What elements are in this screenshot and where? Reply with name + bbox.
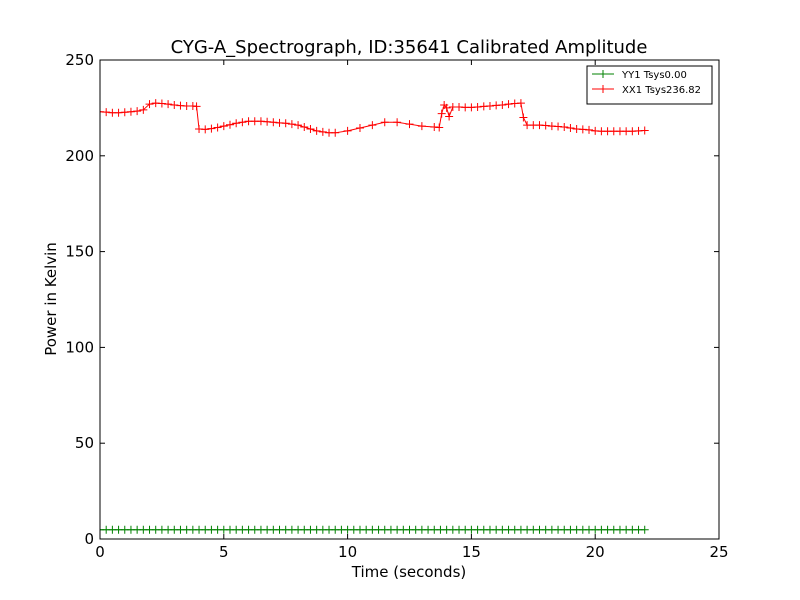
data-point — [355, 124, 364, 133]
data-point — [435, 123, 444, 132]
data-point — [405, 120, 414, 129]
chart-title: CYG-A_Spectrograph, ID:35641 Calibrated … — [171, 37, 648, 58]
legend-entry: XX1 Tsys236.82 — [592, 85, 701, 96]
data-point — [164, 100, 173, 109]
axes-frame — [99, 59, 720, 540]
y-tick-label: 0 — [84, 530, 94, 548]
data-point — [133, 107, 142, 116]
data-point — [578, 125, 587, 134]
x-tick-label: 25 — [709, 543, 728, 561]
data-point — [238, 118, 247, 127]
series-1 — [100, 525, 649, 534]
data-point — [306, 124, 315, 133]
legend-box — [586, 65, 713, 105]
data-point — [485, 101, 494, 110]
y-tick-label: 50 — [75, 434, 94, 452]
data-point — [566, 124, 575, 133]
data-point — [343, 126, 352, 135]
y-tick-label: 100 — [65, 338, 94, 356]
data-point — [437, 109, 446, 118]
legend-label: YY1 Tsys0.00 — [621, 70, 687, 81]
data-point — [287, 120, 296, 129]
x-axis-label: Time (seconds) — [351, 563, 467, 581]
x-tick-label: 0 — [95, 543, 105, 561]
y-tick-label: 250 — [65, 51, 94, 69]
data-point — [120, 108, 129, 117]
data-point — [585, 125, 594, 134]
x-tick-label: 20 — [586, 543, 605, 561]
series-group — [100, 99, 649, 534]
data-point — [281, 119, 290, 128]
data-point — [380, 118, 389, 127]
data-point — [102, 108, 111, 117]
y-axis-label: Power in Kelvin — [42, 242, 60, 356]
data-point — [560, 123, 569, 132]
data-point — [207, 124, 216, 133]
data-point — [331, 128, 340, 137]
x-tick-label: 5 — [219, 543, 229, 561]
y-tick-label: 150 — [65, 243, 94, 261]
data-point — [263, 117, 272, 126]
data-point — [516, 99, 525, 108]
y-tick-label: 200 — [65, 147, 94, 165]
x-tick-label: 15 — [462, 543, 481, 561]
data-point — [145, 100, 154, 109]
data-point — [442, 103, 451, 112]
data-point — [519, 113, 528, 122]
legend-marker — [599, 70, 607, 78]
data-point — [445, 112, 454, 121]
data-point — [294, 121, 303, 130]
data-point — [473, 102, 482, 111]
data-point — [300, 123, 309, 132]
data-point — [318, 127, 327, 136]
data-point — [219, 122, 228, 131]
data-point — [504, 100, 513, 109]
data-point — [368, 121, 377, 130]
data-point — [201, 125, 210, 134]
data-point — [139, 105, 148, 114]
legend-entry: YY1 Tsys0.00 — [592, 70, 687, 81]
data-point — [225, 120, 234, 129]
data-point — [232, 119, 241, 128]
data-point — [554, 122, 563, 131]
data-point — [498, 101, 507, 110]
data-point — [269, 118, 278, 127]
data-point — [640, 525, 649, 534]
data-point — [393, 118, 402, 127]
legend-label: XX1 Tsys236.82 — [622, 85, 701, 96]
data-point — [157, 99, 166, 108]
data-point — [213, 123, 222, 132]
data-point — [541, 121, 550, 130]
legend: YY1 Tsys0.00 XX1 Tsys236.82 — [586, 65, 713, 105]
data-point — [126, 107, 135, 116]
legend-marker — [599, 85, 607, 93]
x-tick-label: 10 — [338, 543, 357, 561]
series-2 — [100, 99, 649, 137]
data-point — [640, 126, 649, 135]
data-point — [312, 126, 321, 135]
data-point — [170, 101, 179, 110]
data-point — [192, 102, 201, 111]
data-point — [417, 122, 426, 131]
